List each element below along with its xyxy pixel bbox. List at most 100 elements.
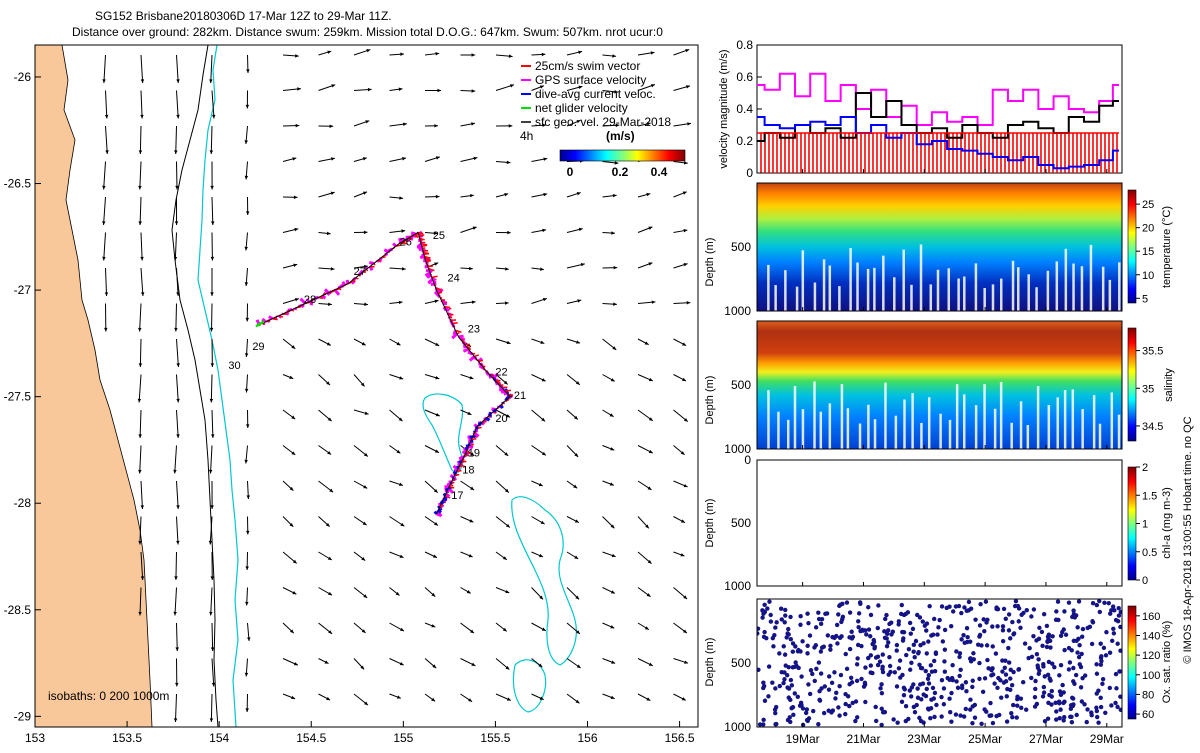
oxygen-sample bbox=[758, 722, 762, 726]
oxygen-sample bbox=[1073, 615, 1077, 619]
oxygen-sample bbox=[819, 671, 823, 675]
oxygen-sample bbox=[783, 613, 787, 617]
oxygen-sample bbox=[923, 624, 927, 628]
data-gap bbox=[920, 423, 923, 449]
oxygen-sample bbox=[1004, 672, 1008, 676]
oxygen-sample bbox=[1045, 645, 1049, 649]
oxygen-sample bbox=[1117, 606, 1121, 610]
oxygen-sample bbox=[845, 600, 849, 604]
oxygen-sample bbox=[838, 602, 842, 606]
oxygen-sample bbox=[1095, 715, 1099, 719]
colorbar-tick-label: 100 bbox=[1142, 670, 1160, 682]
oxygen-sample bbox=[1017, 619, 1021, 623]
oxygen-sample bbox=[761, 612, 765, 616]
data-gap bbox=[975, 263, 978, 311]
oxygen-sample bbox=[979, 722, 983, 726]
oxygen-sample bbox=[831, 708, 835, 712]
oxygen-sample bbox=[906, 610, 910, 614]
oxygen-sample bbox=[834, 634, 838, 638]
oxygen-sample bbox=[1005, 719, 1009, 723]
data-gap bbox=[841, 384, 844, 449]
oxygen-sample bbox=[979, 643, 983, 647]
oxygen-sample bbox=[826, 633, 830, 637]
oxygen-sample bbox=[942, 659, 946, 663]
oxygen-sample bbox=[994, 605, 998, 609]
gps-vector bbox=[343, 282, 345, 285]
oxygen-sample bbox=[786, 632, 790, 636]
oxygen-sample bbox=[943, 670, 947, 674]
data-gap bbox=[1048, 405, 1051, 449]
data-gap bbox=[774, 285, 777, 311]
colorbar-tick-label: 1.5 bbox=[1142, 490, 1157, 502]
oxygen-sample bbox=[1008, 688, 1012, 692]
oxygen-sample bbox=[1071, 608, 1075, 612]
oxygen-sample bbox=[1090, 642, 1094, 646]
current-arrow bbox=[140, 126, 141, 154]
oxygen-sample bbox=[790, 683, 794, 687]
data-gap bbox=[1027, 425, 1030, 449]
oxygen-sample bbox=[777, 651, 781, 655]
oxygen-sample bbox=[1115, 705, 1119, 709]
velocity-frame bbox=[757, 45, 1122, 173]
oxygen-sample bbox=[771, 644, 775, 648]
oxygen-sample bbox=[1024, 708, 1028, 712]
swim-vector bbox=[478, 360, 483, 361]
oxygen-sample bbox=[964, 680, 968, 684]
colorbar-tick-label: 15 bbox=[1142, 246, 1154, 258]
oxygen-sample bbox=[996, 676, 1000, 680]
chl-depth-500: 500 bbox=[731, 516, 751, 530]
dac-vector bbox=[486, 418, 489, 420]
oxygen-sample bbox=[888, 664, 892, 668]
current-arrow bbox=[176, 552, 177, 580]
data-gap bbox=[802, 250, 805, 311]
oxygen-sample bbox=[1067, 667, 1071, 671]
data-gap bbox=[882, 256, 885, 311]
data-gap bbox=[873, 268, 876, 311]
oxygen-sample bbox=[1014, 599, 1018, 603]
map-x-tick-label: 154 bbox=[209, 731, 229, 745]
oxygen-sample bbox=[912, 705, 916, 709]
oxygen-sample bbox=[836, 705, 840, 709]
oxygen-sample bbox=[983, 676, 987, 680]
day-label: 28 bbox=[304, 294, 316, 306]
oxygen-sample bbox=[785, 685, 789, 689]
oxygen-sample bbox=[1072, 639, 1076, 643]
oxygen-sample bbox=[982, 707, 986, 711]
oxygen-sample bbox=[1059, 634, 1063, 638]
oxygen-sample bbox=[1111, 604, 1115, 608]
oxygen-sample bbox=[1007, 660, 1011, 664]
oxygen-sample bbox=[908, 688, 912, 692]
oxygen-sample bbox=[853, 719, 857, 723]
data-gap bbox=[992, 284, 995, 311]
gps-vector bbox=[419, 248, 422, 249]
oxygen-sample bbox=[947, 604, 951, 608]
oxygen-sample bbox=[970, 721, 974, 725]
legend-gps: GPS surface velocity bbox=[535, 73, 646, 87]
oxygen-colorbar-label: Ox. sat. ratio (%) bbox=[1161, 621, 1173, 704]
oxygen-sample bbox=[939, 695, 943, 699]
chl-colorbar-ticks: 00.511.52 bbox=[1136, 462, 1157, 587]
oxygen-sample bbox=[796, 666, 800, 670]
isobath-label: isobaths: 0 200 1000m bbox=[48, 689, 169, 703]
time-tick-label: 21Mar bbox=[846, 732, 880, 746]
oxygen-sample bbox=[788, 615, 792, 619]
oxygen-sample bbox=[954, 604, 958, 608]
data-gap bbox=[859, 424, 862, 449]
oxygen-sample bbox=[1111, 627, 1115, 631]
oxygen-sample bbox=[1085, 626, 1089, 630]
oxygen-sample bbox=[970, 685, 974, 689]
oxygen-sample bbox=[954, 679, 958, 683]
velocity-tick-label: 0.8 bbox=[736, 38, 753, 52]
oxygen-sample bbox=[876, 603, 880, 607]
oxygen-sample bbox=[1112, 631, 1116, 635]
oxygen-sample bbox=[929, 663, 933, 667]
oxygen-sample bbox=[849, 630, 853, 634]
oxygen-sample bbox=[764, 636, 768, 640]
day-label: 29 bbox=[252, 341, 264, 353]
data-gap bbox=[1056, 397, 1059, 449]
oxygen-sample bbox=[925, 687, 929, 691]
oxygen-sample bbox=[1077, 599, 1081, 603]
oxygen-sample bbox=[822, 644, 826, 648]
time-tick-label: 25Mar bbox=[968, 732, 1002, 746]
oxygen-sample bbox=[977, 677, 981, 681]
